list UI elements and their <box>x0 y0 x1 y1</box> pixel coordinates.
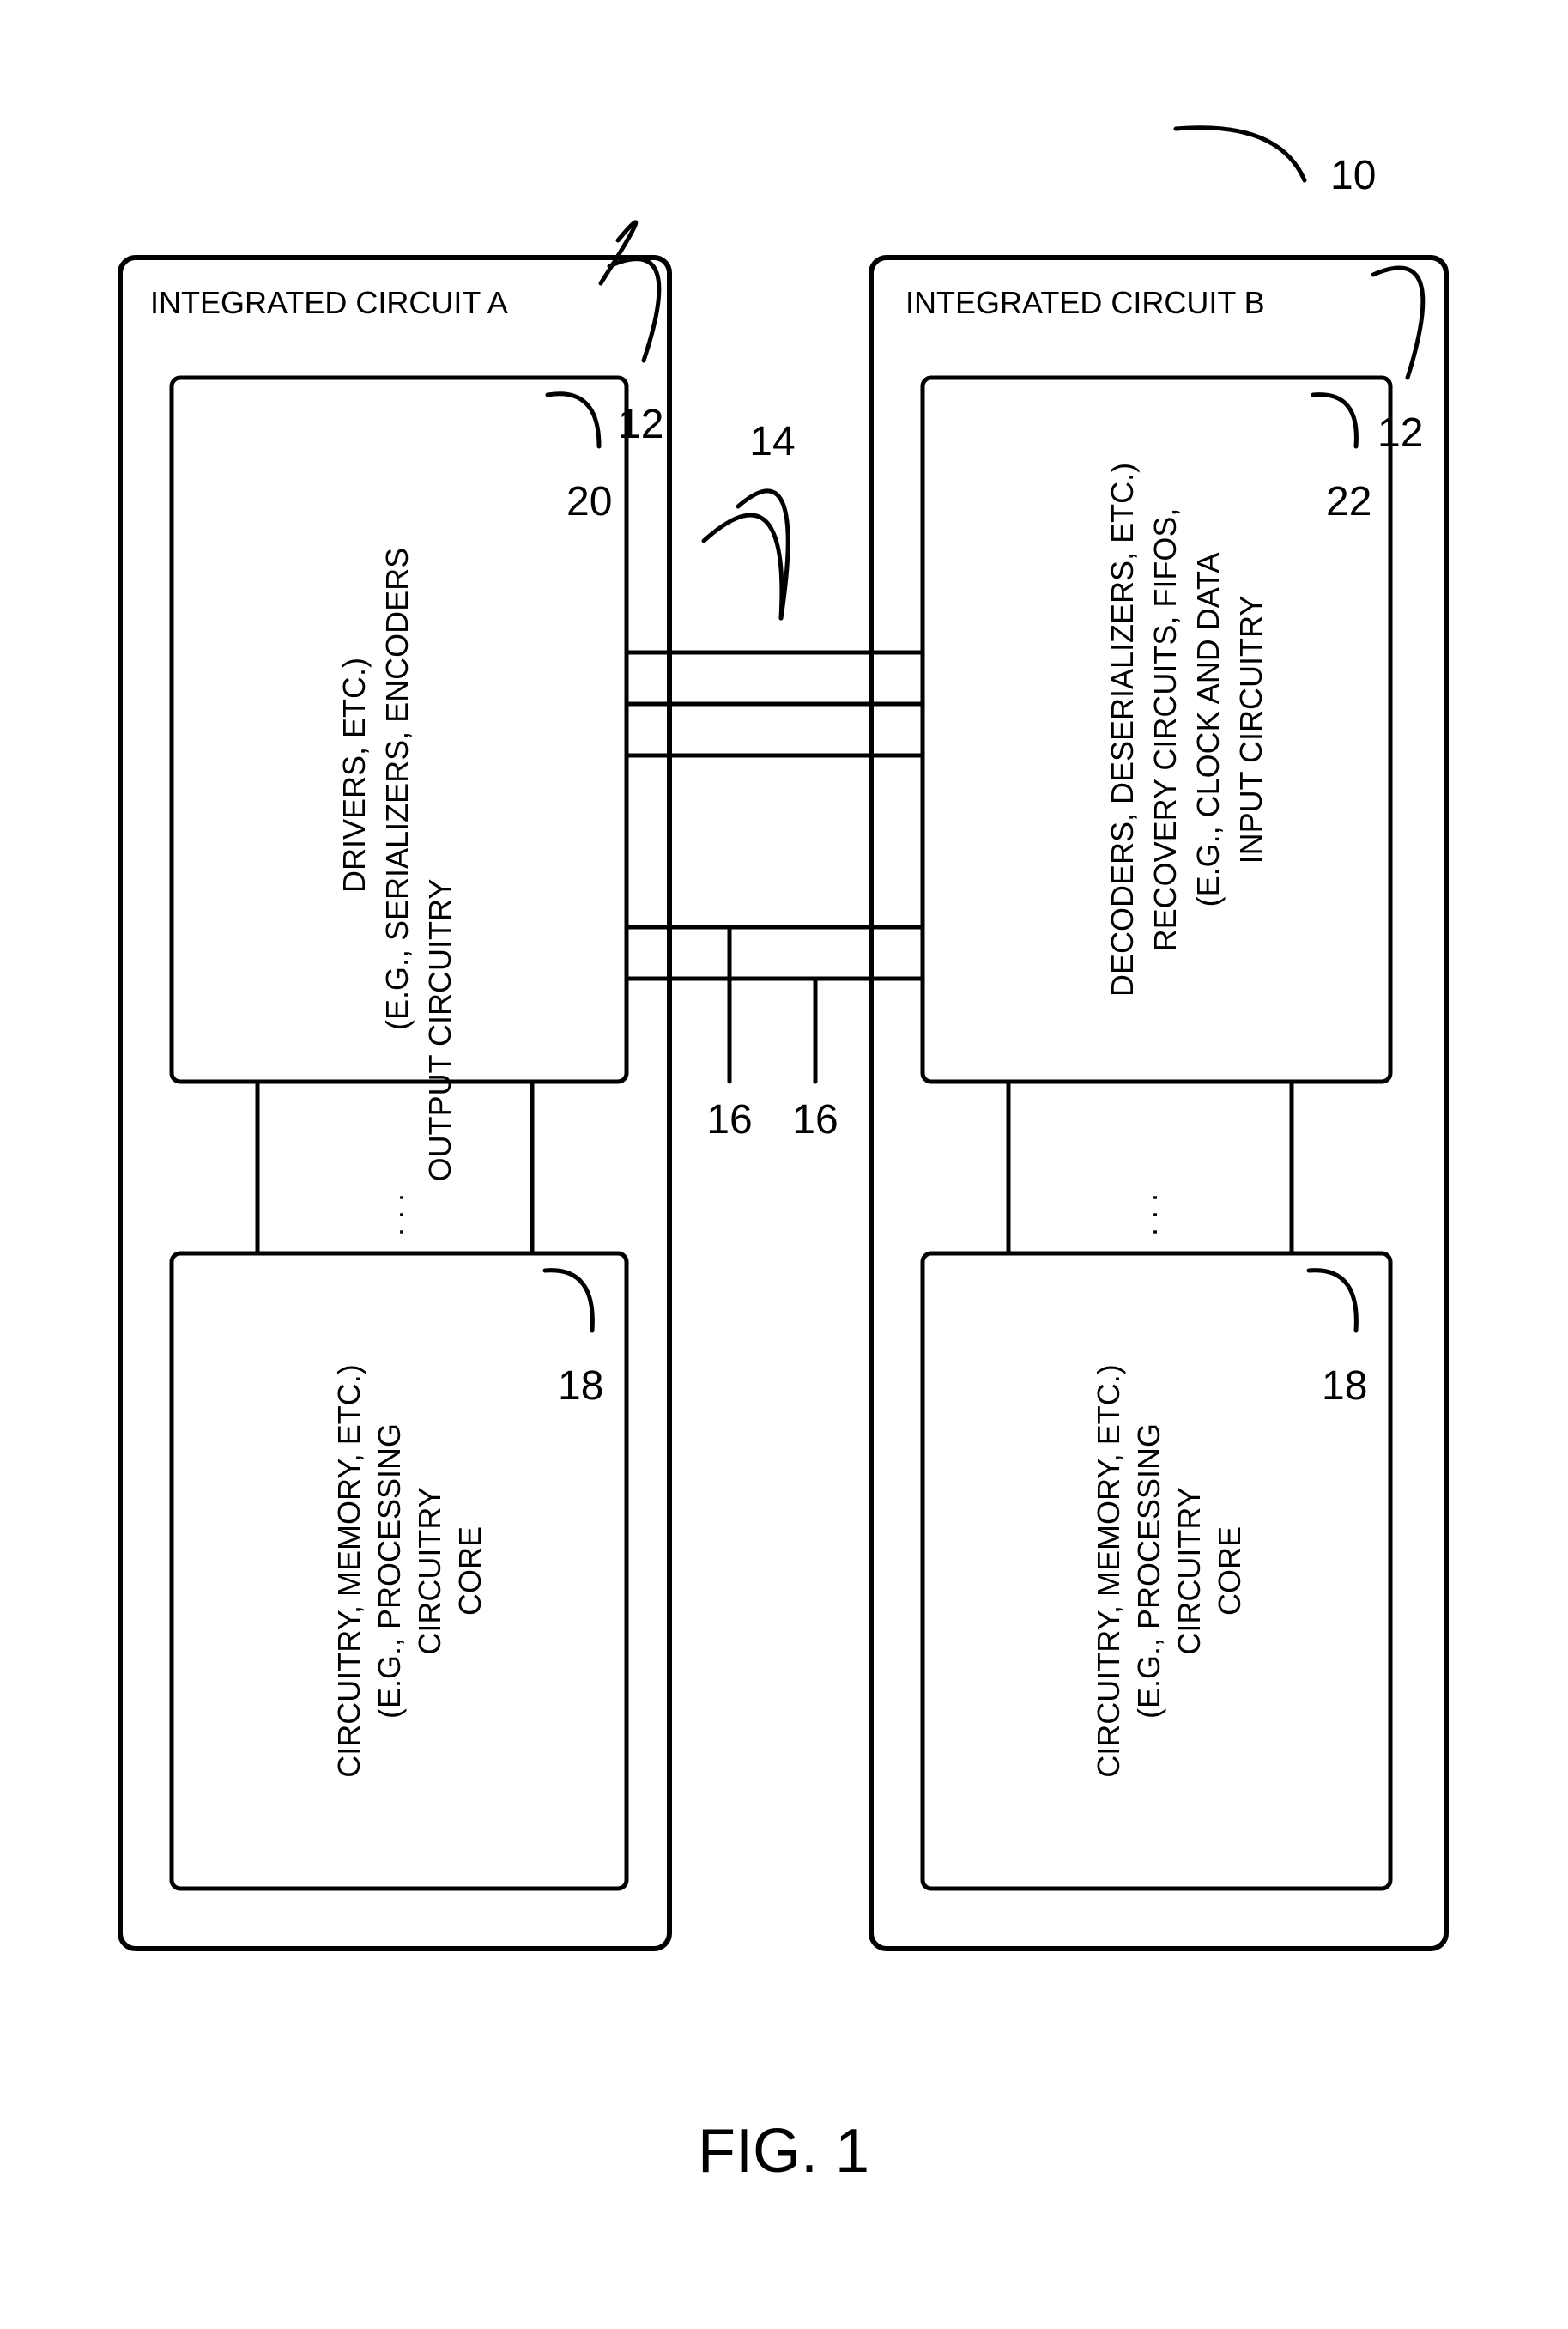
core-a-line-2: (E.G., PROCESSING <box>372 1423 407 1719</box>
ref-system-10: 10 <box>1176 128 1376 198</box>
ref-input-22: 22 <box>1313 395 1371 525</box>
ref-18-left-label: 18 <box>558 1363 603 1409</box>
output-circuitry-block: OUTPUT CIRCUITRY (E.G., SERIALIZERS, ENC… <box>172 378 627 1181</box>
ref-16b-label: 16 <box>792 1097 838 1143</box>
ref-16a-label: 16 <box>706 1097 752 1143</box>
output-line-2: DRIVERS, ETC.) <box>336 658 372 893</box>
ic-a-ellipsis: . . . <box>375 1193 410 1236</box>
figure-label: FIG. 1 <box>698 2117 869 2186</box>
core-b-line-1: CIRCUITRY <box>1171 1487 1207 1654</box>
core-a-block: CORE CIRCUITRY (E.G., PROCESSING CIRCUIT… <box>172 1253 627 1889</box>
ref-core-b-18: 18 <box>1309 1271 1367 1409</box>
ref-20-label: 20 <box>566 479 612 525</box>
ref-core-a-18: 18 <box>545 1271 603 1409</box>
core-b-line-2: (E.G., PROCESSING <box>1131 1423 1166 1719</box>
ic-b-ellipsis: . . . <box>1129 1193 1164 1236</box>
input-line-0: INPUT CIRCUITRY <box>1233 596 1268 864</box>
core-b-block: CORE CIRCUITRY (E.G., PROCESSING CIRCUIT… <box>923 1253 1390 1889</box>
ref-output-20: 20 <box>548 394 612 525</box>
ref-paths-16: 16 16 <box>706 927 838 1143</box>
ref-10-label: 10 <box>1330 153 1376 198</box>
ref-ic-b-12: 12 <box>1373 268 1423 456</box>
core-a-line-1: CIRCUITRY <box>412 1487 447 1654</box>
ic-a-title: INTEGRATED CIRCUIT A <box>150 285 508 320</box>
ref-18-right-label: 18 <box>1322 1363 1367 1409</box>
core-a-line-3: CIRCUITRY, MEMORY, ETC.) <box>331 1364 366 1777</box>
core-a-line-0: CORE <box>452 1526 487 1616</box>
ref-link-14: 14 <box>704 419 796 618</box>
output-line-0: OUTPUT CIRCUITRY <box>422 879 457 1182</box>
ic-a: INTEGRATED CIRCUIT A 12 OUTPUT CIRCUITRY… <box>120 222 669 1949</box>
ic-b-title: INTEGRATED CIRCUIT B <box>905 285 1265 320</box>
input-circuitry-block: INPUT CIRCUITRY (E.G., CLOCK AND DATA RE… <box>923 378 1390 1082</box>
input-line-3: DECODERS, DESERIALIZERS, ETC.) <box>1105 463 1140 997</box>
core-b-line-0: CORE <box>1212 1526 1247 1616</box>
ref-22-label: 22 <box>1326 479 1371 525</box>
output-line-1: (E.G., SERIALIZERS, ENCODERS <box>379 548 415 1030</box>
ic-b: INTEGRATED CIRCUIT B 12 INPUT CIRCUITRY … <box>871 258 1446 1949</box>
ref-12-right-label: 12 <box>1377 410 1423 456</box>
input-line-1: (E.G., CLOCK AND DATA <box>1190 553 1226 907</box>
ref-14-label: 14 <box>749 419 795 464</box>
input-line-2: RECOVERY CIRCUITS, FIFOS, <box>1147 508 1183 952</box>
core-b-line-3: CIRCUITRY, MEMORY, ETC.) <box>1091 1364 1126 1777</box>
diagram-root: 10 INTEGRATED CIRCUIT A 12 OUTPUT CIRCUI… <box>0 0 1568 2329</box>
